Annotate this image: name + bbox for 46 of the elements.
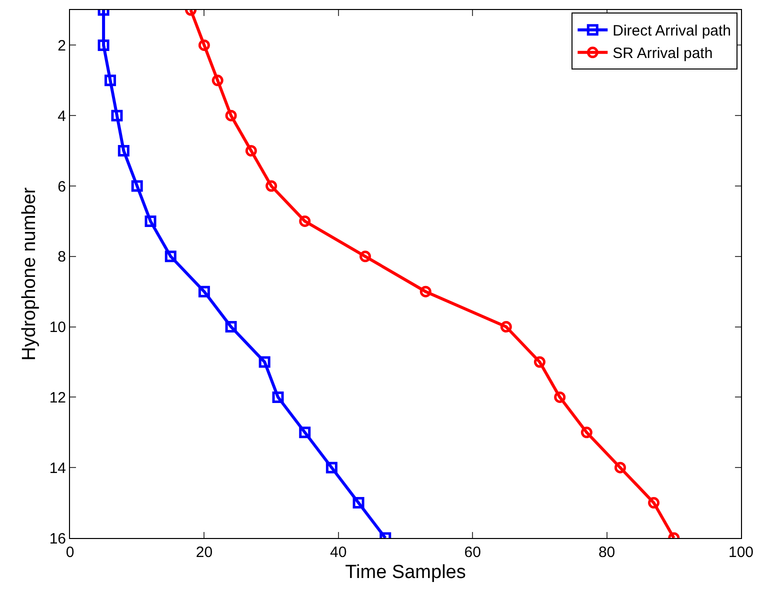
- point: [554, 391, 566, 403]
- point: [614, 462, 626, 474]
- y-tick-label: 10: [49, 319, 66, 336]
- y-tick-label: 4: [58, 108, 66, 125]
- y-tick-label: 16: [49, 530, 66, 548]
- point: [352, 497, 364, 509]
- point: [258, 356, 270, 368]
- point: [98, 39, 110, 51]
- point: [245, 145, 257, 157]
- x-tick-label: 40: [330, 544, 347, 561]
- point: [534, 356, 546, 368]
- y-axis-title: Hydrophone number: [19, 186, 40, 361]
- point: [131, 180, 143, 192]
- point: [144, 215, 156, 227]
- x-tick-label: 80: [598, 544, 616, 561]
- x-tick-label: 100: [728, 544, 754, 561]
- x-tick-label: 0: [66, 544, 74, 561]
- point: [326, 462, 338, 474]
- point: [420, 286, 432, 298]
- point: [118, 145, 130, 157]
- legend-label: SR Arrival path: [612, 45, 713, 62]
- point: [212, 74, 224, 86]
- point: [111, 110, 123, 122]
- point: [225, 321, 237, 333]
- point: [648, 497, 660, 509]
- y-tick-label: 8: [58, 248, 66, 266]
- point: [225, 110, 237, 122]
- point: [359, 250, 371, 262]
- y-tick-label: 12: [49, 389, 66, 406]
- point: [580, 426, 592, 438]
- y-tick-label: 6: [58, 178, 66, 196]
- x-tick-label: 20: [196, 544, 213, 561]
- y-tick-label: 14: [49, 460, 66, 477]
- point: [198, 39, 210, 51]
- point: [299, 215, 311, 227]
- y-tick-label: 2: [58, 37, 66, 54]
- point: [272, 391, 284, 403]
- point: [266, 180, 278, 192]
- point: [198, 286, 210, 298]
- point: [164, 250, 176, 262]
- point: [299, 426, 311, 438]
- x-axis-title: Time Samples: [345, 562, 466, 583]
- legend-label: Direct Arrival path: [612, 22, 732, 40]
- point: [104, 74, 116, 86]
- point: [500, 321, 512, 333]
- x-tick-label: 60: [464, 544, 481, 561]
